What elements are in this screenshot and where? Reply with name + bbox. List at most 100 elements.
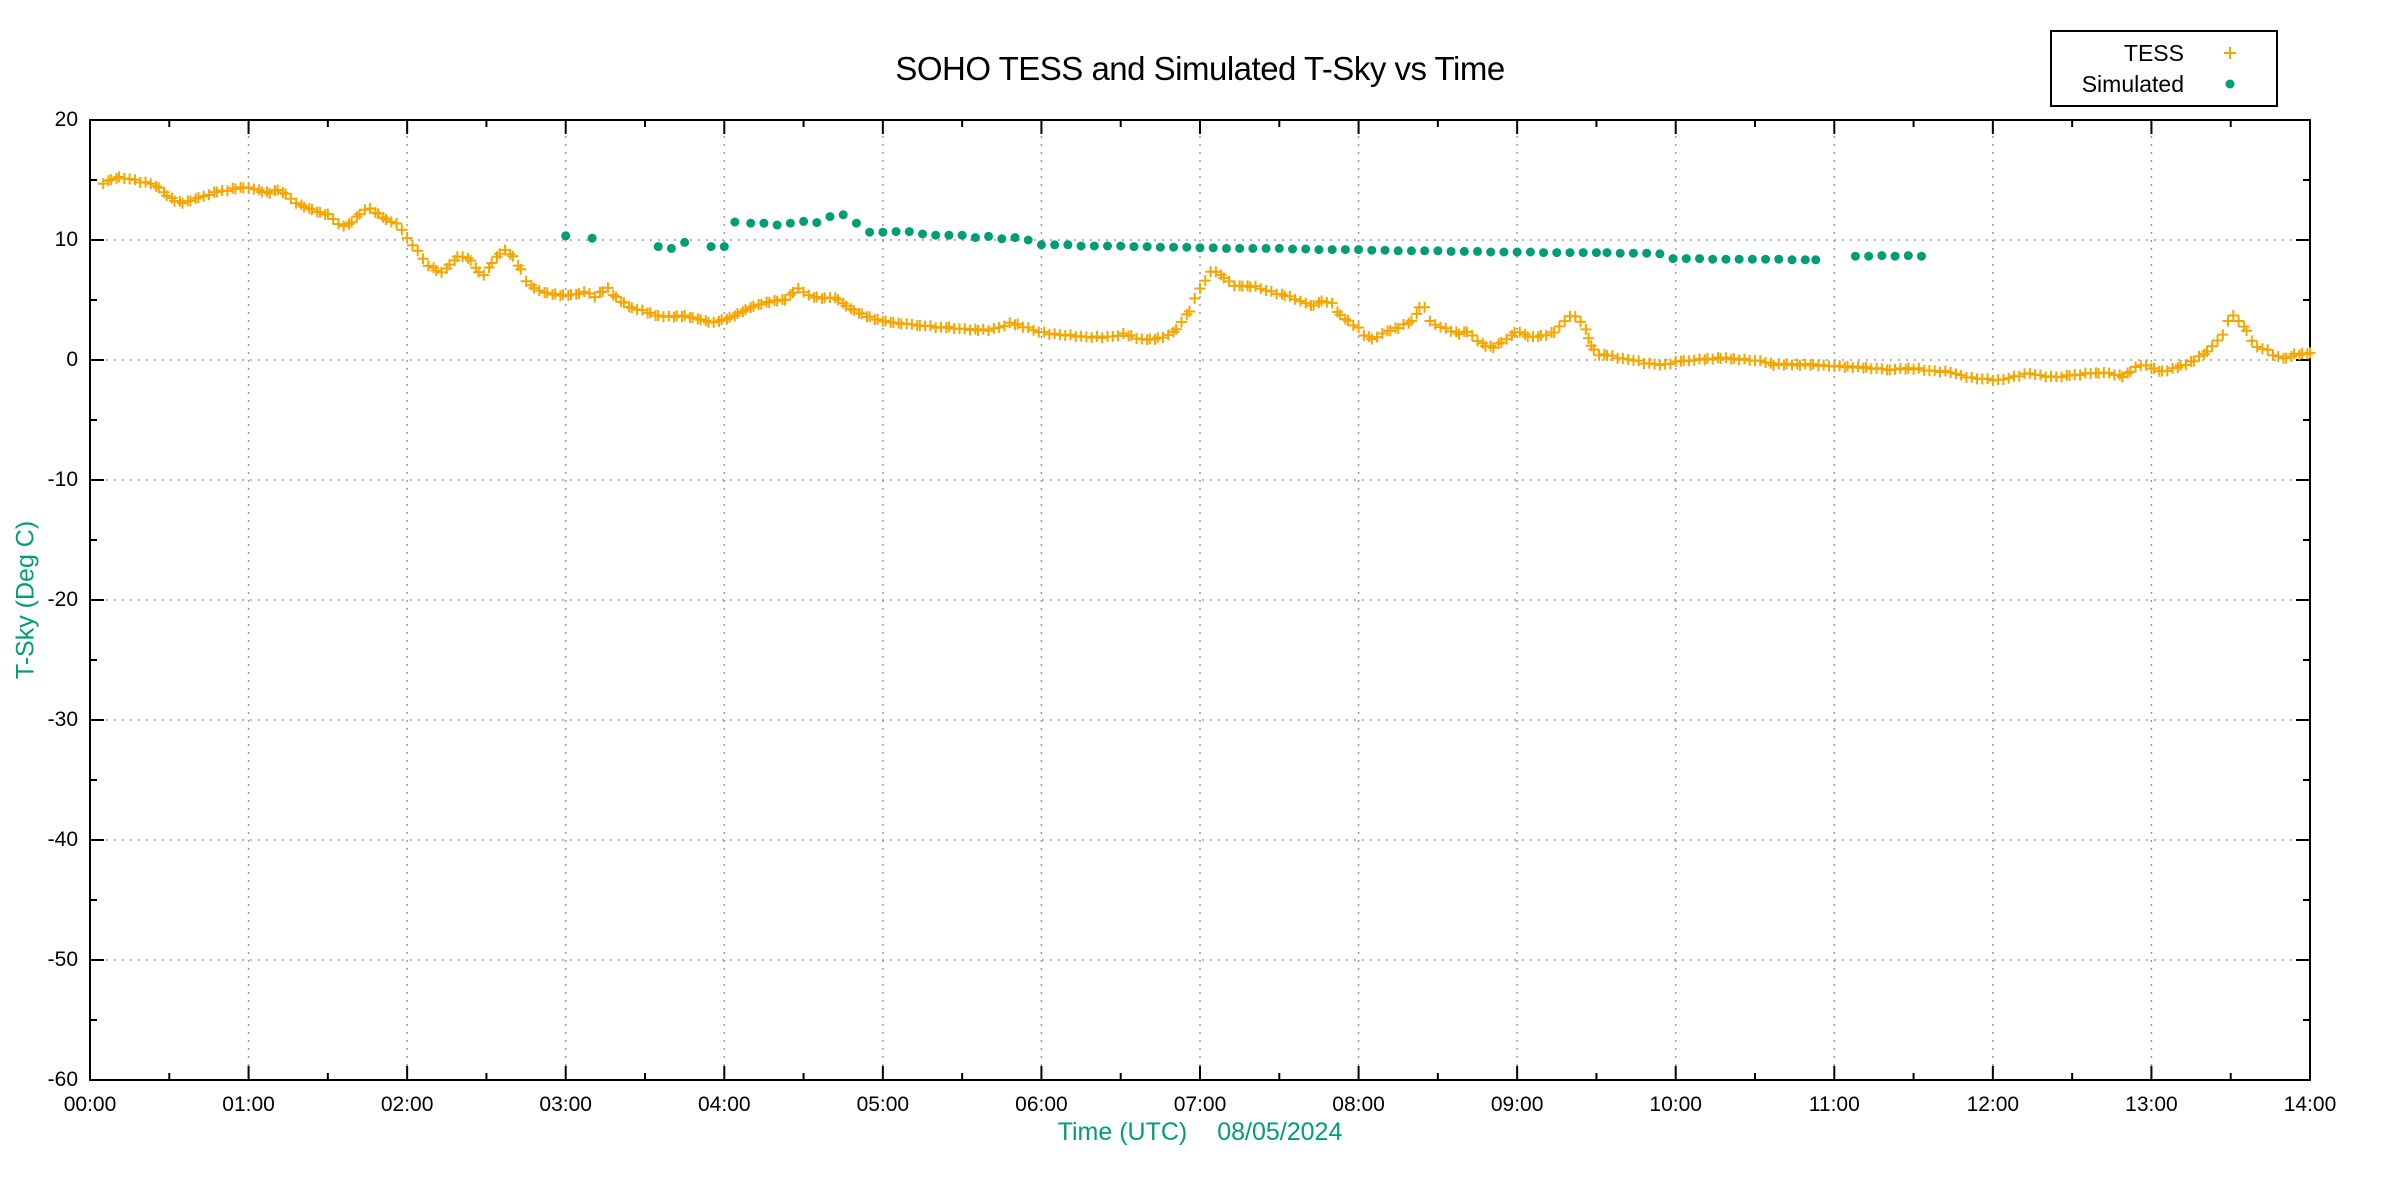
legend: TESS Simulated <box>2050 30 2278 107</box>
tess-plus-marker <box>1353 322 1365 334</box>
tess-plus-marker <box>391 217 403 229</box>
tess-plus-marker <box>1176 316 1187 328</box>
tess-plus-marker <box>533 285 545 297</box>
tess-plus-marker <box>184 195 196 207</box>
tess-plus-marker <box>1939 365 1951 377</box>
tess-plus-marker <box>211 186 223 198</box>
simulated-dot-marker <box>891 227 901 237</box>
tess-plus-marker <box>2233 315 2245 327</box>
simulated-dot-marker <box>1050 240 1060 250</box>
tess-plus-marker <box>763 297 775 309</box>
tess-plus-marker <box>515 263 527 275</box>
tess-plus-marker <box>1300 297 1312 309</box>
x-tick-label: 02:00 <box>380 1093 434 1116</box>
tess-plus-marker <box>1738 353 1750 365</box>
tess-plus-marker <box>1532 331 1544 343</box>
simulated-dot-marker <box>1903 251 1913 261</box>
tess-plus-marker <box>1326 297 1338 309</box>
tess-plus-marker <box>2003 372 2015 384</box>
tess-plus-marker <box>203 189 215 201</box>
simulated-dot-marker <box>1142 242 1152 252</box>
tess-plus-marker <box>993 321 1005 333</box>
tess-plus-marker <box>745 302 757 314</box>
legend-label: TESS <box>2123 39 2184 66</box>
tess-plus-marker <box>150 180 162 192</box>
tess-plus-marker <box>541 287 553 299</box>
simulated-dot-marker <box>1420 246 1430 256</box>
tess-plus-marker <box>261 186 273 198</box>
tess-plus-marker <box>983 325 995 337</box>
tess-plus-marker <box>346 216 358 228</box>
tess-plus-marker <box>198 190 210 202</box>
tess-plus-marker <box>1540 329 1552 341</box>
tess-plus-marker <box>369 207 381 219</box>
tess-plus-marker <box>1902 362 1914 374</box>
tess-plus-marker <box>1519 328 1531 340</box>
simulated-dot-marker <box>1327 245 1337 255</box>
tess-plus-marker <box>298 201 310 213</box>
simulated-dot-marker <box>931 230 941 240</box>
simulated-dot-marker <box>799 216 809 226</box>
y-tick-label: -40 <box>47 828 78 851</box>
tess-plus-marker <box>2198 348 2210 360</box>
tess-plus-marker <box>1276 288 1288 300</box>
tess-plus-marker <box>1847 362 1859 374</box>
tess-plus-marker <box>2172 361 2184 373</box>
simulated-dot-marker <box>1010 233 1020 243</box>
simulated-dot-marker <box>1116 241 1126 251</box>
tess-plus-marker <box>2124 366 2136 378</box>
tess-plus-marker <box>2251 341 2263 353</box>
simulated-dot-marker <box>1486 247 1496 257</box>
simulated-dot-marker <box>1354 245 1364 255</box>
simulated-dot-marker <box>918 229 927 239</box>
tess-plus-marker <box>177 197 188 209</box>
simulated-dot-marker <box>997 234 1007 244</box>
y-tick-label: -60 <box>47 1068 78 1091</box>
y-tick-label: -30 <box>47 708 78 731</box>
tess-plus-marker <box>1411 308 1423 320</box>
tess-plus-marker <box>2193 350 2205 362</box>
x-tick-label: 08:00 <box>1332 1093 1385 1116</box>
tess-plus-marker <box>1929 365 1941 377</box>
tess-plus-marker <box>221 185 233 197</box>
tess-plus-marker <box>243 182 255 194</box>
y-tick-label: -20 <box>47 588 78 611</box>
tess-plus-marker <box>2262 344 2274 356</box>
tess-plus-marker <box>377 211 389 223</box>
tess-plus-marker <box>1316 295 1328 307</box>
tess-plus-marker <box>2267 349 2279 361</box>
tess-plus-marker <box>385 216 397 228</box>
simulated-dot-marker <box>1261 243 1271 253</box>
simulated-dot-marker <box>653 242 663 252</box>
legend-marker-dot-icon <box>2184 75 2276 93</box>
tess-plus-marker <box>924 320 936 332</box>
simulated-dot-marker <box>1864 251 1874 261</box>
simulated-dot-marker <box>1499 247 1509 257</box>
simulated-dot-marker <box>984 231 994 241</box>
tess-plus-marker <box>2272 351 2284 363</box>
tess-plus-marker <box>1194 283 1206 295</box>
tess-plus-marker <box>2286 350 2297 362</box>
tess-plus-marker <box>1728 352 1740 364</box>
tess-plus-marker <box>1575 316 1587 328</box>
tess-plus-marker <box>406 239 418 251</box>
tess-plus-marker <box>332 218 344 230</box>
tess-plus-marker <box>314 206 326 218</box>
tess-plus-marker <box>1199 275 1211 287</box>
tess-plus-marker <box>1250 280 1261 292</box>
tess-plus-marker <box>2212 334 2223 346</box>
tess-plus-marker <box>161 190 173 202</box>
tess-plus-marker <box>1966 371 1978 383</box>
y-tick-label: 20 <box>54 108 78 131</box>
tess-plus-marker <box>1149 333 1161 345</box>
simulated-dot-marker <box>1023 235 1033 245</box>
tess-plus-marker <box>190 193 202 205</box>
simulated-dot-marker <box>1591 248 1601 258</box>
simulated-dot-marker <box>1708 254 1718 264</box>
tess-plus-marker <box>351 211 363 223</box>
tess-plus-marker <box>1559 315 1571 327</box>
tess-plus-marker <box>562 290 574 302</box>
tess-plus-marker <box>1339 313 1351 325</box>
tess-plus-marker <box>1485 340 1497 352</box>
tess-plus-marker <box>644 307 656 319</box>
